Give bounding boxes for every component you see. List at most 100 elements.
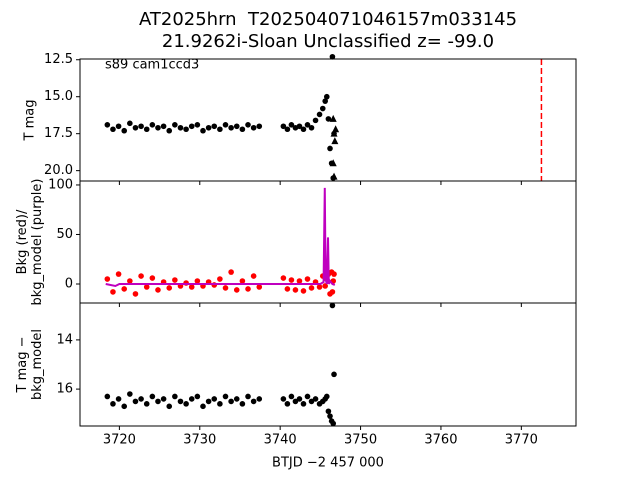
data-point [288, 277, 295, 283]
data-point [177, 124, 184, 131]
data-point [329, 289, 336, 295]
data-point [155, 287, 161, 293]
data-point [200, 403, 206, 410]
triangle-point [331, 137, 339, 145]
data-point [166, 127, 173, 134]
data-point [211, 123, 218, 130]
data-point [256, 396, 263, 402]
chart-title: 21.9262i-Sloan Unclassified z= -99.0 [162, 31, 494, 52]
data-point [166, 403, 173, 410]
data-point [327, 413, 333, 419]
x-tick-label: 3740 [264, 433, 297, 448]
data-point [149, 393, 156, 400]
data-point [323, 93, 330, 100]
data-point [222, 393, 229, 400]
data-point [280, 275, 287, 281]
data-point [149, 122, 156, 128]
x-tick-label: 3730 [183, 433, 216, 448]
data-point [304, 393, 311, 400]
triangle-point [330, 129, 338, 137]
data-point [245, 393, 251, 400]
data-point [217, 276, 223, 282]
data-point [155, 398, 161, 405]
data-point [205, 398, 212, 405]
data-point [296, 396, 303, 402]
y-tick-label: 0 [65, 276, 73, 291]
data-point [222, 285, 229, 291]
y-tick-label: 12.5 [44, 52, 73, 67]
data-point [211, 396, 218, 402]
data-point [308, 285, 315, 291]
data-point [183, 126, 189, 133]
data-point [121, 286, 128, 292]
data-point [104, 122, 111, 128]
triangle-point [332, 125, 340, 133]
data-point [323, 393, 330, 400]
data-point [329, 302, 336, 309]
chart-title: AT2025hrn T202504071046157m033145 [139, 9, 517, 30]
data-point [304, 122, 311, 128]
data-point [300, 401, 307, 407]
data-point [292, 398, 299, 405]
data-point [110, 126, 116, 133]
data-point [292, 287, 299, 293]
data-point [127, 278, 133, 284]
data-point [228, 124, 234, 131]
data-point [217, 401, 223, 407]
data-point [127, 391, 133, 397]
data-point [308, 398, 315, 405]
data-point [325, 116, 332, 122]
triangle-point [330, 172, 338, 180]
data-point [160, 396, 167, 402]
data-point [233, 396, 240, 402]
y-tick-label: 20.0 [44, 163, 73, 178]
x-axis-label: BTJD −2 457 000 [272, 456, 384, 471]
data-point [296, 123, 303, 130]
data-point [110, 401, 116, 407]
data-point [132, 124, 139, 131]
data-point [288, 393, 295, 400]
data-point [250, 398, 257, 405]
y-axis-label: bkg_model (purple) [30, 179, 45, 306]
y-tick-label: 17.5 [44, 126, 73, 141]
data-point [319, 105, 326, 112]
data-point [312, 396, 319, 402]
x-tick-label: 3750 [344, 433, 377, 448]
triangle-point [329, 159, 337, 167]
data-point [132, 398, 139, 405]
data-point [239, 126, 246, 133]
data-point [188, 396, 195, 402]
data-point [327, 145, 333, 152]
data-point [284, 126, 291, 133]
data-point [132, 291, 139, 297]
data-point [115, 271, 122, 277]
data-point [316, 111, 323, 118]
data-point [222, 122, 229, 128]
data-point [256, 284, 263, 290]
y-axis-label: T mag − [15, 337, 30, 394]
data-point [138, 123, 144, 130]
data-point [127, 120, 133, 127]
data-point [228, 269, 234, 275]
data-point [250, 273, 257, 279]
data-point [322, 283, 328, 289]
triangle-point [329, 114, 337, 122]
data-point [166, 285, 173, 291]
data-point [284, 286, 291, 292]
data-point [149, 275, 156, 281]
data-point [256, 123, 263, 130]
y-axis-label: Bkg (red)/ [15, 209, 30, 274]
y-axis-label: T mag [23, 100, 38, 142]
data-point [239, 401, 246, 407]
data-point [115, 123, 122, 130]
model-line [105, 187, 336, 288]
y-tick-label: 100 [48, 177, 73, 192]
data-point [322, 98, 328, 104]
data-point [115, 396, 122, 402]
data-point [188, 284, 195, 290]
data-point [110, 289, 116, 295]
x-tick-label: 3770 [505, 433, 538, 448]
data-point [331, 271, 337, 277]
data-point [183, 401, 189, 407]
data-point [331, 371, 337, 378]
